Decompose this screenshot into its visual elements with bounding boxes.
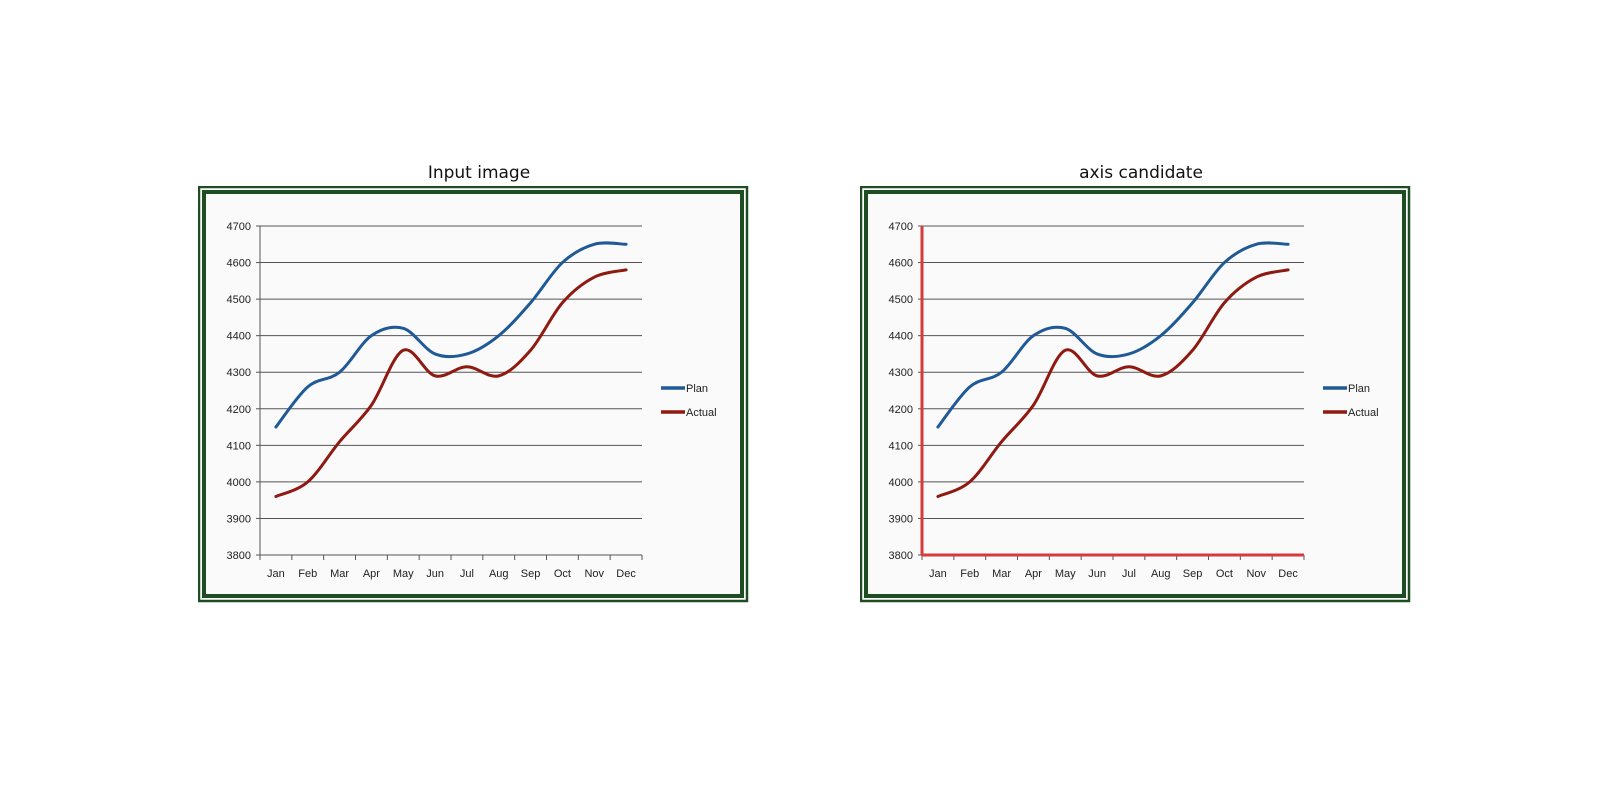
x-tick-label: Nov	[1246, 568, 1266, 580]
x-tick-label: Apr	[1025, 568, 1042, 580]
frame-inner-border	[864, 190, 1406, 598]
x-tick-label: Dec	[1278, 568, 1298, 580]
x-tick-label: Mar	[992, 568, 1011, 580]
panel-right: axis candidate 3800 3900 4000 4100 4200 4300 4…	[860, 160, 1422, 613]
legend-label: Plan	[1348, 383, 1370, 395]
legend-label: Plan	[686, 383, 708, 395]
legend-label: Actual	[1348, 407, 1379, 419]
y-tick-label: 4100	[889, 440, 913, 452]
frame-outer-border	[198, 186, 749, 603]
y-tick-label: 4600	[227, 258, 251, 270]
chart-frame: 3800 3900 4000 4100 4200 4300 4400 4500 4600 4700…	[198, 186, 760, 613]
series-line-actual	[936, 268, 1290, 499]
x-tick-label: Sep	[1183, 568, 1203, 580]
x-tick-label: Jul	[460, 568, 474, 580]
y-tick-label: 4600	[889, 258, 913, 270]
frame-inner-border	[202, 190, 744, 598]
x-tick-label: Jun	[1088, 568, 1106, 580]
x-tick-label: Dec	[616, 568, 636, 580]
legend-label: Actual	[686, 407, 717, 419]
y-tick-label: 3800	[227, 550, 251, 562]
y-tick-label: 3900	[889, 513, 913, 525]
y-tick-label: 4300	[889, 367, 913, 379]
x-tick-label: Jan	[267, 568, 285, 580]
x-tick-label: Jul	[1122, 568, 1136, 580]
chart-frame: 3800 3900 4000 4100 4200 4300 4400 4500 4600 4700…	[860, 186, 1422, 613]
x-tick-label: May	[1055, 568, 1076, 580]
y-tick-label: 4500	[889, 294, 913, 306]
y-tick-label: 4100	[227, 440, 251, 452]
x-tick-label: Feb	[298, 568, 317, 580]
x-tick-label: Aug	[489, 568, 509, 580]
y-tick-label: 4700	[227, 221, 251, 233]
x-tick-label: Aug	[1151, 568, 1171, 580]
y-tick-label: 3800	[889, 550, 913, 562]
series-line-actual	[274, 268, 628, 499]
y-tick-label: 4000	[889, 477, 913, 489]
y-tick-label: 4000	[227, 477, 251, 489]
x-tick-label: Jun	[426, 568, 444, 580]
y-tick-label: 4200	[227, 404, 251, 416]
y-tick-label: 4400	[889, 331, 913, 343]
y-tick-label: 4700	[889, 221, 913, 233]
panel-title: Input image	[427, 163, 531, 183]
x-tick-label: Feb	[960, 568, 979, 580]
x-tick-label: Oct	[554, 568, 571, 580]
x-tick-label: May	[393, 568, 414, 580]
y-tick-label: 3900	[227, 513, 251, 525]
series-line-plan	[274, 241, 628, 429]
x-tick-label: Nov	[584, 568, 604, 580]
y-tick-label: 4400	[227, 331, 251, 343]
x-tick-label: Sep	[521, 568, 541, 580]
y-tick-label: 4500	[227, 294, 251, 306]
frame-outer-border	[860, 186, 1411, 603]
panel-title: axis candidate	[1079, 163, 1203, 183]
line-chart: 3800 3900 4000 4100 4200 4300 4400 4500 4600 4700…	[860, 186, 1411, 603]
y-tick-label: 4200	[889, 404, 913, 416]
x-tick-label: Jan	[929, 568, 947, 580]
panel-left: Input image 3800 3900 4000 4100 4200 4300 4400…	[198, 160, 760, 613]
x-tick-label: Apr	[363, 568, 380, 580]
y-tick-label: 4300	[227, 367, 251, 379]
x-tick-label: Mar	[330, 568, 349, 580]
x-tick-label: Oct	[1216, 568, 1233, 580]
series-line-plan	[936, 241, 1290, 429]
line-chart: 3800 3900 4000 4100 4200 4300 4400 4500 4600 4700…	[198, 186, 749, 603]
